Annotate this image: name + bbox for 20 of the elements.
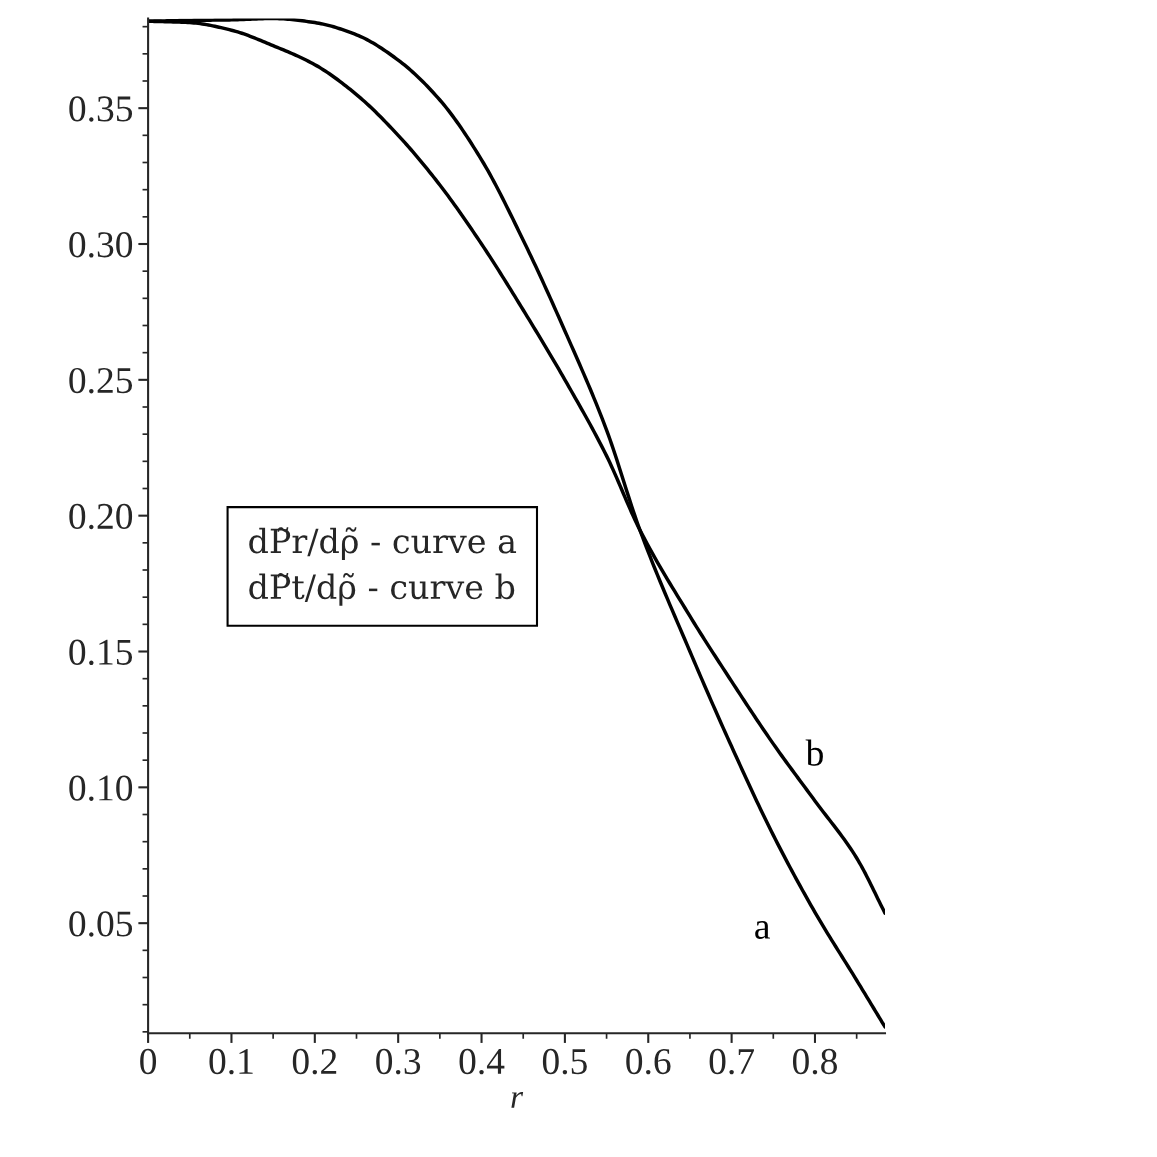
x-tick-label: 0.7 (709, 1048, 754, 1075)
annotation: dP̃r/dρ̃ - curve a dP̃t/dρ̃ - curve b (249, 527, 517, 606)
y-tick-label: 0.30 (69, 232, 133, 258)
y-tick-label: 0.15 (69, 639, 133, 666)
y-tick-label: 0.10 (69, 775, 133, 801)
series-label: a (755, 921, 770, 939)
x-tick-label: 0.3 (376, 1048, 421, 1075)
x-axis-title: r (511, 1091, 524, 1108)
series-label: b (805, 739, 823, 766)
x-tick-label: 0.1 (209, 1048, 253, 1075)
x-tick-label: 0.6 (626, 1048, 671, 1075)
x-tick-label: 0.5 (542, 1048, 587, 1075)
y-tick-label: 0.35 (69, 96, 133, 122)
x-tick-label: 0 (140, 1048, 157, 1075)
x-tick-label: 0.4 (459, 1048, 505, 1075)
y-tick-label: 0.05 (69, 911, 133, 937)
y-tick-label: 0.25 (69, 367, 133, 394)
y-tick-label: 0.20 (69, 503, 133, 530)
x-tick-label: 0.8 (792, 1048, 837, 1075)
x-tick-label: 0.2 (292, 1048, 337, 1075)
